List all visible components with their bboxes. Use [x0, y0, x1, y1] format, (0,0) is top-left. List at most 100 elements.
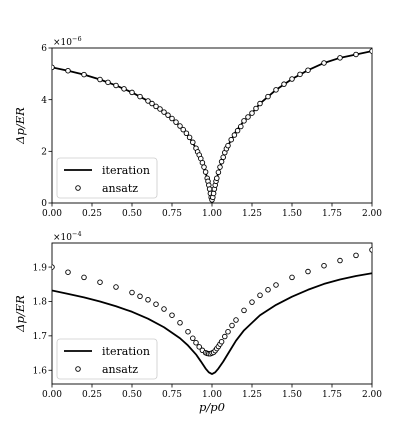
series-point-ansatz	[81, 71, 87, 78]
series-point-ansatz	[185, 328, 191, 335]
legend-swatch-ansatz	[75, 366, 81, 372]
x-tick-label: 1.50	[282, 390, 302, 400]
series-point-ansatz	[229, 322, 235, 329]
legend-label-iteration: iteration	[102, 345, 150, 358]
series-point-ansatz	[214, 175, 220, 181]
x-axis-label: p/p0	[199, 400, 225, 414]
x-tick-label: 1.75	[322, 209, 342, 219]
legend-label-ansatz: ansatz	[102, 363, 138, 376]
series-point-ansatz	[233, 317, 239, 323]
x-tick-label: 0.25	[82, 209, 102, 219]
series-point-ansatz	[222, 333, 228, 340]
series-point-ansatz	[121, 86, 127, 92]
series-point-ansatz	[97, 279, 103, 285]
series-point-ansatz	[190, 335, 196, 342]
chart-panel-1: 0.00 0.25 0.50 0.75 1.00 1.25 1.50 1.75 2.00 0 2 4 6…	[13, 35, 382, 219]
plot-area	[52, 247, 372, 375]
legend-swatch-ansatz	[75, 185, 81, 191]
series-point-ansatz	[52, 264, 55, 270]
series-point-ansatz	[65, 67, 71, 74]
legend-label-ansatz: ansatz	[102, 182, 138, 195]
legend-box	[56, 338, 158, 380]
chart-panel-2: 0.00 0.25 0.50 0.75 1.00 1.25 1.50 1.75 2.00 1.6 1…	[13, 230, 382, 414]
y-offset-base: ×10	[53, 233, 72, 243]
y-axis-label: Δp/ER	[13, 295, 27, 333]
series-point-ansatz	[228, 136, 234, 143]
y-axis-label: Δp/ER	[13, 107, 27, 145]
series-point-ansatz	[273, 282, 279, 288]
series-point-ansatz	[353, 252, 359, 259]
series-point-ansatz	[257, 100, 263, 107]
plot-area	[52, 48, 372, 203]
y-offset-multiplier: ×10−6	[53, 35, 82, 48]
series-point-ansatz	[169, 115, 175, 122]
series-point-ansatz	[238, 123, 244, 130]
y-tick-label: 0	[41, 199, 47, 209]
series-point-ansatz	[257, 292, 263, 299]
series-point-ansatz	[369, 247, 372, 253]
series-point-ansatz	[369, 48, 372, 54]
series-point-ansatz	[180, 126, 186, 133]
y-offset-exponent: −6	[72, 35, 82, 43]
series-point-ansatz	[193, 339, 199, 346]
x-tick-label: 1.25	[242, 390, 262, 400]
series-point-ansatz	[220, 154, 226, 161]
series-point-ansatz	[113, 82, 119, 89]
x-tick-label: 2.00	[362, 209, 382, 219]
y-tick-label: 1.7	[33, 332, 48, 342]
series-point-ansatz	[289, 274, 295, 281]
series-point-ansatz	[145, 296, 151, 303]
series-point-ansatz	[199, 159, 206, 166]
series-point-ansatz	[137, 293, 143, 300]
series-point-ansatz	[265, 287, 271, 293]
series-point-ansatz	[241, 118, 247, 124]
x-tick-label: 1.00	[202, 390, 222, 400]
y-tick-label: 1.6	[33, 366, 48, 376]
series-point-ansatz	[225, 142, 231, 149]
legend: iteration ansatz	[56, 157, 158, 199]
series-point-ansatz	[137, 93, 143, 100]
series-point-ansatz	[190, 139, 196, 146]
series-point-ansatz	[65, 269, 71, 275]
series-point-ansatz	[241, 307, 247, 314]
x-tick-label: 0.00	[42, 209, 62, 219]
series-point-ansatz	[113, 284, 119, 290]
series-point-ansatz	[273, 87, 279, 93]
series-point-ansatz	[145, 98, 151, 104]
series-point-ansatz	[52, 64, 55, 71]
series-point-ansatz	[177, 320, 183, 326]
legend-label-iteration: iteration	[102, 164, 150, 177]
series-point-ansatz	[215, 169, 222, 176]
x-tick-label: 0.50	[122, 390, 142, 400]
series-point-ansatz	[149, 100, 155, 107]
series-point-ansatz	[217, 164, 223, 170]
y-offset-exponent: −4	[72, 230, 82, 238]
y-tick-label: 1.9	[33, 263, 48, 273]
series-point-ansatz	[105, 79, 111, 86]
series-point-ansatz	[196, 344, 202, 350]
series-point-ansatz	[281, 81, 287, 87]
series-point-ansatz	[305, 268, 311, 275]
series-point-ansatz	[337, 257, 343, 264]
series-point-ansatz	[321, 262, 327, 269]
series-point-ansatz	[202, 169, 209, 175]
series-point-ansatz	[169, 312, 175, 318]
series-point-ansatz	[129, 89, 135, 96]
series-point-ansatz	[225, 328, 231, 335]
series-point-ansatz	[265, 93, 271, 100]
series-point-ansatz	[234, 127, 241, 134]
series-point-ansatz	[321, 60, 327, 66]
series-point-ansatz	[337, 55, 343, 61]
series-point-ansatz	[218, 338, 225, 345]
series-point-ansatz	[245, 114, 251, 120]
series-point-ansatz	[161, 109, 167, 115]
series-point-ansatz	[129, 289, 135, 296]
series-line-iteration	[52, 272, 372, 375]
series-point-ansatz	[157, 106, 163, 112]
series-point-ansatz	[165, 112, 171, 118]
legend: iteration ansatz	[56, 338, 158, 380]
series-point-ansatz	[289, 76, 295, 82]
y-tick-label: 1.8	[33, 298, 48, 308]
series-point-ansatz	[177, 123, 183, 129]
